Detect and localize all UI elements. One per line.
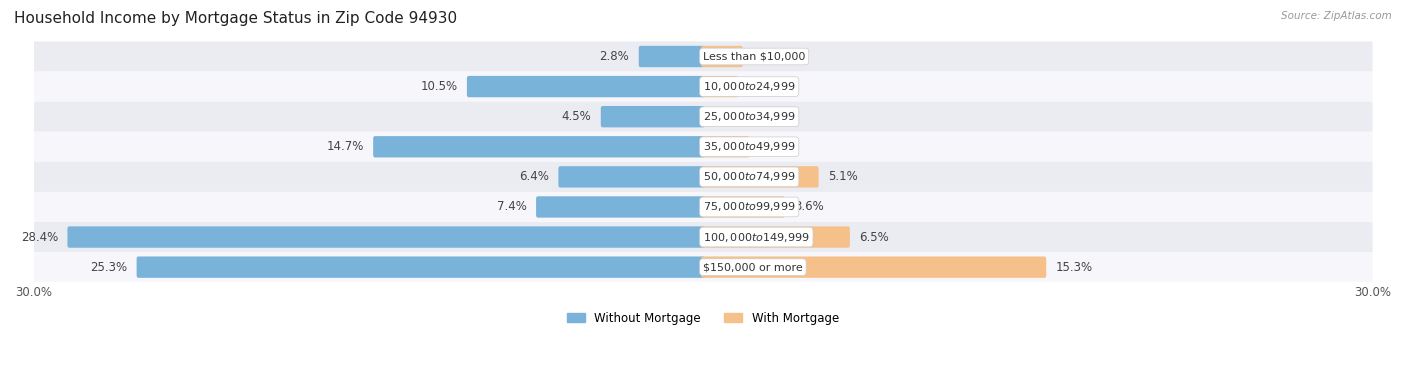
Text: 14.7%: 14.7% (326, 140, 364, 153)
FancyBboxPatch shape (34, 102, 1372, 132)
FancyBboxPatch shape (702, 166, 818, 187)
FancyBboxPatch shape (34, 162, 1372, 192)
FancyBboxPatch shape (702, 46, 742, 67)
Text: Household Income by Mortgage Status in Zip Code 94930: Household Income by Mortgage Status in Z… (14, 11, 457, 26)
Text: 2.0%: 2.0% (759, 140, 789, 153)
Text: 3.6%: 3.6% (794, 200, 824, 214)
FancyBboxPatch shape (34, 222, 1372, 252)
Text: $150,000 or more: $150,000 or more (703, 262, 803, 272)
FancyBboxPatch shape (373, 136, 704, 158)
Text: 6.5%: 6.5% (859, 231, 889, 243)
Text: $25,000 to $34,999: $25,000 to $34,999 (703, 110, 796, 123)
Text: $75,000 to $99,999: $75,000 to $99,999 (703, 200, 796, 214)
FancyBboxPatch shape (702, 256, 1046, 278)
FancyBboxPatch shape (536, 196, 704, 218)
FancyBboxPatch shape (467, 76, 704, 97)
FancyBboxPatch shape (67, 226, 704, 248)
Text: 7.4%: 7.4% (496, 200, 527, 214)
Text: $10,000 to $24,999: $10,000 to $24,999 (703, 80, 796, 93)
Text: 25.3%: 25.3% (90, 261, 127, 274)
FancyBboxPatch shape (34, 252, 1372, 282)
FancyBboxPatch shape (638, 46, 704, 67)
Text: $100,000 to $149,999: $100,000 to $149,999 (703, 231, 810, 243)
FancyBboxPatch shape (600, 106, 704, 127)
Text: Less than $10,000: Less than $10,000 (703, 51, 806, 62)
FancyBboxPatch shape (702, 76, 738, 97)
Text: $50,000 to $74,999: $50,000 to $74,999 (703, 170, 796, 183)
FancyBboxPatch shape (34, 71, 1372, 102)
Text: 4.5%: 4.5% (561, 110, 592, 123)
Text: Source: ZipAtlas.com: Source: ZipAtlas.com (1281, 11, 1392, 21)
FancyBboxPatch shape (34, 132, 1372, 162)
FancyBboxPatch shape (702, 136, 749, 158)
Text: 0.0%: 0.0% (714, 110, 744, 123)
FancyBboxPatch shape (34, 42, 1372, 71)
Text: 15.3%: 15.3% (1056, 261, 1092, 274)
Text: 5.1%: 5.1% (828, 170, 858, 183)
Text: 1.7%: 1.7% (752, 50, 782, 63)
Legend: Without Mortgage, With Mortgage: Without Mortgage, With Mortgage (562, 307, 844, 329)
FancyBboxPatch shape (702, 196, 785, 218)
Text: $35,000 to $49,999: $35,000 to $49,999 (703, 140, 796, 153)
FancyBboxPatch shape (702, 226, 849, 248)
Text: 10.5%: 10.5% (420, 80, 457, 93)
Text: 28.4%: 28.4% (21, 231, 58, 243)
Text: 1.5%: 1.5% (748, 80, 778, 93)
FancyBboxPatch shape (136, 256, 704, 278)
FancyBboxPatch shape (558, 166, 704, 187)
FancyBboxPatch shape (34, 192, 1372, 222)
Text: 2.8%: 2.8% (599, 50, 630, 63)
Text: 6.4%: 6.4% (519, 170, 548, 183)
